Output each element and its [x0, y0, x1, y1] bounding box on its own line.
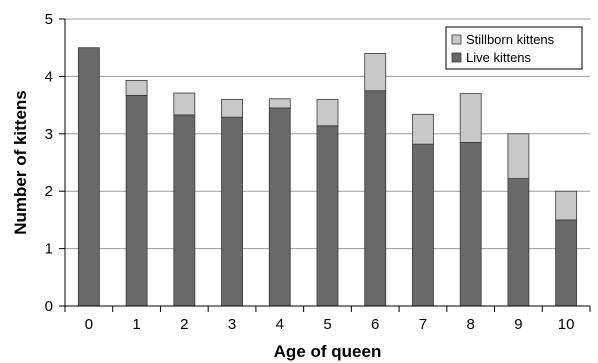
bar-stillborn — [364, 53, 387, 92]
y-tick-label: 4 — [45, 68, 53, 85]
bar-stillborn — [555, 190, 578, 221]
y-tick-label: 2 — [45, 183, 53, 200]
legend-swatch — [451, 34, 462, 45]
y-tick-label: 0 — [45, 298, 53, 315]
bar-stillborn — [412, 113, 434, 145]
x-tick-label: 2 — [180, 316, 188, 333]
bar-stillborn — [507, 133, 530, 179]
y-axis-ticks: 0 1 2 3 4 5 — [45, 11, 65, 315]
x-tick-label: 7 — [419, 316, 427, 333]
bars — [77, 47, 578, 307]
bar-live — [268, 107, 291, 307]
bar-live — [221, 116, 243, 307]
legend-label: Live kittens — [466, 50, 532, 65]
bar-live — [555, 219, 578, 307]
x-tick-label: 1 — [132, 316, 140, 333]
legend-box — [445, 26, 583, 70]
x-tick-label: 5 — [323, 316, 331, 333]
bar-live — [364, 90, 387, 307]
bar-stillborn — [173, 92, 196, 116]
bar-live — [125, 94, 148, 307]
x-tick-label: 6 — [371, 316, 379, 333]
bar-stillborn — [459, 93, 482, 143]
bar-live — [77, 47, 100, 307]
x-tick-label: 9 — [514, 316, 522, 333]
y-tick-label: 5 — [45, 11, 53, 28]
axes — [64, 19, 590, 307]
bar-stillborn — [221, 98, 243, 118]
y-tick-label: 1 — [45, 241, 53, 258]
x-tick-label: 8 — [467, 316, 475, 333]
x-tick-label: 3 — [228, 316, 236, 333]
legend: Stillborn kittens Live kittens — [445, 26, 583, 70]
bar-live — [459, 142, 482, 307]
legend-swatch — [451, 52, 462, 63]
x-axis-ticks: 0 1 2 3 4 5 6 7 8 9 10 — [64, 306, 591, 333]
bar-stillborn — [268, 98, 291, 109]
bar-live — [173, 114, 196, 307]
bar-live — [316, 125, 339, 307]
x-tick-label: 10 — [558, 316, 575, 333]
y-tick-label: 3 — [45, 126, 53, 143]
bar-live — [507, 178, 530, 307]
bar-stillborn — [125, 80, 148, 96]
x-tick-label: 0 — [85, 316, 93, 333]
bar-live — [412, 143, 434, 307]
x-axis-title: Age of queen — [274, 342, 382, 361]
x-tick-label: 4 — [276, 316, 284, 333]
y-axis-title: Number of kittens — [11, 90, 30, 235]
bar-stillborn — [316, 98, 339, 127]
legend-label: Stillborn kittens — [466, 32, 555, 47]
